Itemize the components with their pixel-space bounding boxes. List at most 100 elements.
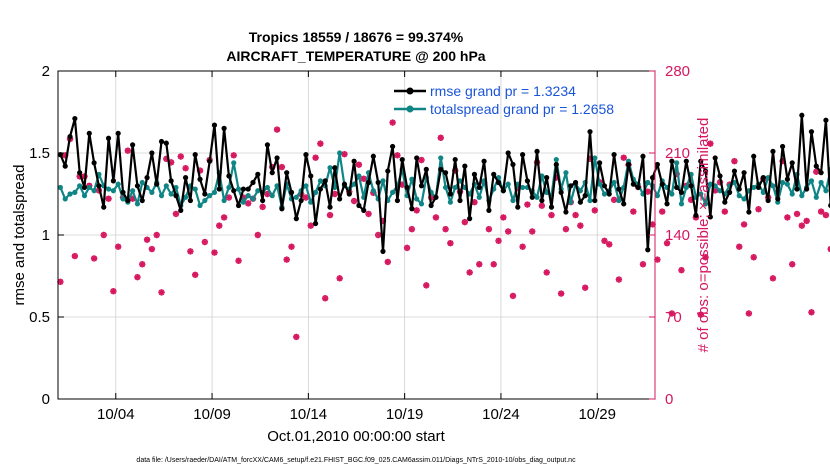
rmse-point — [510, 161, 516, 168]
obs-assimilated-marker — [485, 225, 493, 233]
rmse-point — [134, 183, 141, 189]
spread-point — [438, 155, 444, 161]
rmse-point — [308, 173, 314, 179]
rmse-point — [746, 209, 752, 215]
obs-assimilated-marker — [769, 275, 777, 282]
rmse-point — [611, 152, 617, 158]
rmse-point — [394, 197, 401, 204]
obs-assimilated-marker — [307, 222, 314, 229]
obs-assimilated-marker — [702, 254, 709, 261]
obs-assimilated-marker — [182, 165, 189, 172]
spread-point — [597, 181, 603, 187]
spread-point — [105, 186, 112, 192]
rmse-point — [678, 189, 685, 195]
rmse-point — [226, 173, 232, 179]
rmse-point — [476, 184, 482, 191]
obs-assimilated-marker — [153, 231, 160, 239]
obs-assimilated-marker — [57, 278, 64, 286]
rmse-point — [202, 191, 208, 197]
obs-assimilated-marker — [244, 200, 252, 207]
obs-assimilated-marker — [355, 161, 363, 168]
obs-assimilated-marker — [148, 245, 156, 253]
obs-assimilated-marker — [644, 188, 651, 195]
obs-assimilated-marker — [711, 187, 719, 194]
y-right-tick-label: 140 — [665, 227, 690, 244]
spread-point — [818, 179, 824, 186]
rmse-point — [640, 153, 646, 159]
obs-assimilated-marker — [673, 170, 680, 178]
rmse-point — [67, 134, 73, 140]
obs-assimilated-marker — [278, 163, 286, 171]
y-right-tick-label: 70 — [665, 309, 682, 326]
obs-assimilated-marker — [230, 152, 237, 159]
obs-assimilated-marker — [418, 156, 425, 164]
rmse-point — [765, 197, 771, 204]
rmse-point — [197, 176, 203, 182]
obs-assimilated-marker — [495, 237, 502, 245]
obs-assimilated-marker — [341, 150, 348, 158]
rmse-point — [428, 202, 434, 209]
rmse-point — [346, 191, 352, 197]
rmse-point — [736, 186, 742, 192]
spread-point — [717, 188, 723, 194]
obs-assimilated-marker — [798, 222, 806, 229]
spread-point — [337, 150, 343, 156]
rmse-point — [702, 168, 709, 174]
rmse-point — [192, 152, 198, 158]
rmse-point — [693, 212, 699, 218]
spread-point — [505, 181, 511, 187]
spread-point — [784, 181, 790, 187]
obs-assimilated-marker — [134, 273, 141, 281]
spread-point — [245, 193, 251, 199]
obs-assimilated-marker — [76, 173, 83, 180]
rmse-point — [784, 176, 790, 182]
rmse-point — [327, 204, 333, 210]
obs-assimilated-marker — [326, 211, 334, 219]
rmse-point — [770, 148, 776, 154]
rmse-point — [520, 152, 526, 158]
obs-assimilated-marker — [360, 175, 367, 182]
x-tick-label: 10/19 — [386, 406, 424, 423]
rmse-point — [760, 175, 766, 181]
obs-assimilated-marker — [259, 203, 266, 211]
obs-assimilated-marker — [740, 221, 748, 228]
obs-assimilated-marker — [649, 221, 656, 228]
rmse-point — [221, 125, 227, 131]
rmse-point — [255, 171, 261, 177]
obs-assimilated-marker — [129, 195, 136, 202]
obs-assimilated-marker — [553, 174, 560, 181]
spread-point — [553, 156, 559, 163]
spread-point — [520, 184, 526, 191]
rmse-point — [423, 166, 429, 172]
obs-assimilated-marker — [697, 311, 704, 318]
spread-point — [317, 178, 323, 184]
rmse-point — [712, 155, 718, 161]
obs-assimilated-marker — [71, 252, 79, 260]
obs-assimilated-marker — [678, 266, 685, 274]
obs-assimilated-marker — [211, 249, 218, 256]
obs-assimilated-marker — [476, 261, 483, 268]
rmse-point — [683, 158, 689, 164]
legend-rmse-label: rmse grand pr = 1.3234 — [430, 83, 576, 99]
spread-point — [669, 191, 675, 197]
obs-assimilated-marker — [100, 231, 107, 239]
obs-assimilated-marker — [384, 258, 391, 266]
rmse-point — [568, 183, 574, 189]
obs-assimilated-marker — [216, 222, 223, 229]
x-axis-label: Oct.01,2010 00:00:00 start — [267, 428, 445, 445]
obs-assimilated-marker — [524, 201, 531, 208]
obs-assimilated-marker — [803, 217, 810, 225]
spread-point — [654, 193, 661, 199]
rmse-point — [322, 178, 328, 184]
rmse-point — [548, 204, 555, 210]
rmse-point — [664, 201, 670, 207]
obs-assimilated-marker — [630, 208, 637, 215]
rmse-point — [505, 150, 511, 156]
spread-point — [149, 189, 155, 195]
obs-assimilated-marker — [601, 237, 608, 245]
obs-assimilated-marker — [225, 194, 233, 201]
rmse-point — [110, 178, 116, 184]
rmse-point — [115, 130, 121, 136]
rmse-point — [149, 150, 155, 156]
rmse-point — [674, 184, 680, 191]
